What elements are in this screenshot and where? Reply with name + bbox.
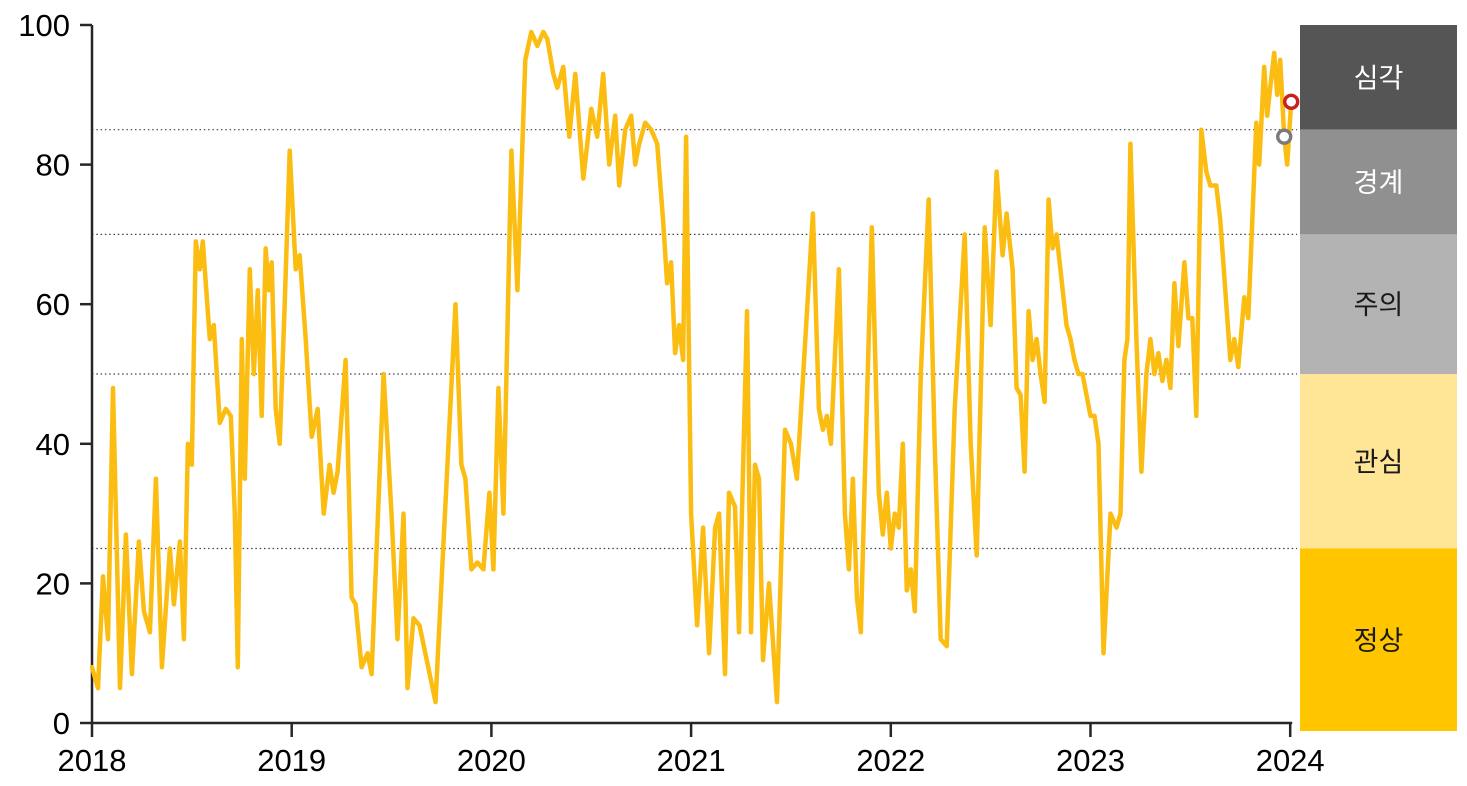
x-tick-label-2024: 2024 xyxy=(1256,743,1325,778)
x-tick-label-2021: 2021 xyxy=(657,743,726,778)
band-zone-caution xyxy=(1300,234,1457,374)
band-zone-label-severe: 심각 xyxy=(1354,63,1404,93)
series-line-stress-index xyxy=(89,29,1294,705)
band-zone-interest xyxy=(1300,374,1457,549)
previous-point-marker xyxy=(1276,128,1293,145)
band-zone-alert xyxy=(1300,129,1457,235)
band-zone-label-alert: 경계 xyxy=(1354,168,1404,198)
y-tick-label-0: 0 xyxy=(53,706,70,741)
x-tick-label-2018: 2018 xyxy=(58,743,127,778)
y-tick-label-20: 20 xyxy=(36,566,70,601)
band-zone-severe xyxy=(1300,25,1457,130)
latest-point-marker xyxy=(1282,93,1300,110)
x-tick-label-2022: 2022 xyxy=(856,743,925,778)
band-zone-label-normal: 정상 xyxy=(1354,626,1404,656)
band-zone-label-interest: 관심 xyxy=(1354,447,1404,477)
y-tick-label-40: 40 xyxy=(36,427,70,462)
x-tick-label-2023: 2023 xyxy=(1056,743,1125,778)
y-tick-label-100: 100 xyxy=(18,8,70,43)
x-tick-label-2019: 2019 xyxy=(257,743,326,778)
band-zone-normal xyxy=(1300,548,1457,731)
y-tick-label-80: 80 xyxy=(36,148,70,183)
band-zone-label-caution: 주의 xyxy=(1354,290,1404,320)
y-tick-label-60: 60 xyxy=(36,287,70,322)
x-tick-label-2020: 2020 xyxy=(457,743,526,778)
